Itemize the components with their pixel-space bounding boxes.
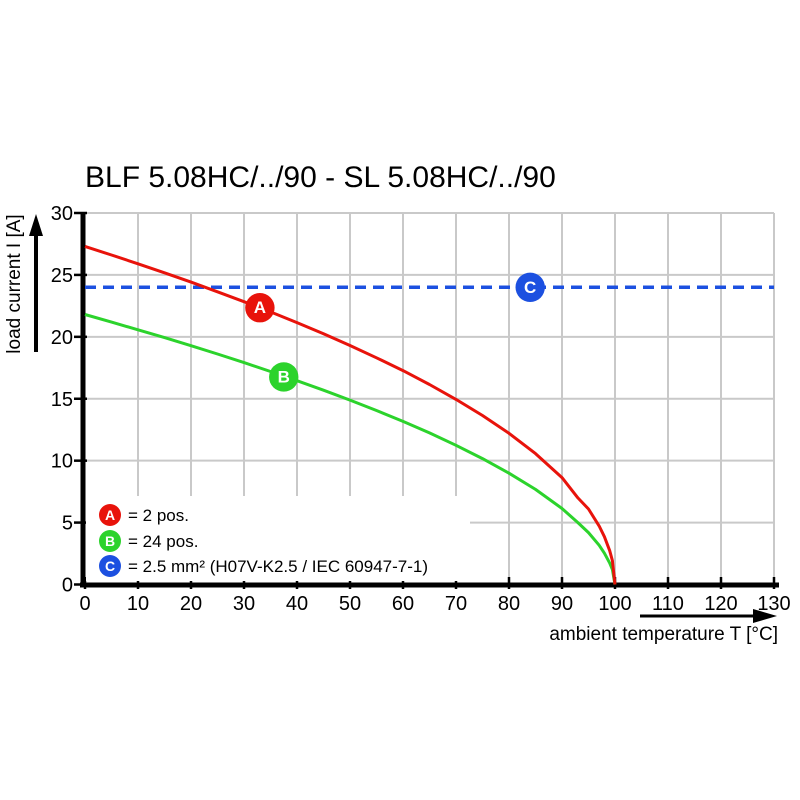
legend-badge-a-icon: [99, 504, 121, 526]
x-tick-label: 130: [757, 593, 790, 615]
y-axis-title-group: load current I [A]: [4, 214, 43, 354]
legend-item-b: B = 24 pos.: [99, 530, 198, 552]
x-tick-label: 70: [445, 593, 467, 615]
legend-badge-b-letter: B: [105, 533, 115, 549]
x-tick-label: 0: [79, 593, 90, 615]
marker-b-letter: B: [278, 367, 290, 386]
legend-label-a: = 2 pos.: [128, 506, 189, 525]
curve-b: [84, 313, 617, 585]
y-tick-label: 25: [51, 265, 73, 287]
marker-c-badge: [515, 272, 545, 302]
legend-badge-c-icon: [99, 555, 121, 577]
x-tick-label: 60: [392, 593, 414, 615]
x-tick-label: 50: [339, 593, 361, 615]
y-tick-label: 15: [51, 389, 73, 411]
x-tick-label: 40: [286, 593, 308, 615]
ticks-layer: 0 10 20 30 40 50 60 70 80 90 100 110 120 130 0 5 10 15 20 2…: [51, 203, 791, 615]
y-tick-label: 0: [62, 575, 73, 597]
curve-a: [84, 244, 617, 585]
legend-item-c: C = 2.5 mm² (H07V-K2.5 / IEC 60947-7-1): [99, 555, 428, 577]
x-tick-label: 20: [180, 593, 202, 615]
x-axis-arrowhead-icon: [753, 609, 777, 623]
marker-b-badge: [269, 362, 299, 392]
marker-a-badge: [245, 293, 275, 323]
legend-badge-c-letter: C: [105, 558, 115, 574]
legend-label-c: = 2.5 mm² (H07V-K2.5 / IEC 60947-7-1): [128, 557, 428, 576]
y-tick-label: 20: [51, 327, 73, 349]
series-layer: [84, 244, 774, 585]
y-axis-arrowhead-icon: [29, 214, 43, 236]
marker-a-letter: A: [254, 298, 266, 317]
x-tick-label: 100: [598, 593, 631, 615]
y-axis-title: load current I [A]: [4, 214, 25, 353]
legend-background: [86, 496, 470, 581]
y-tick-label: 30: [51, 203, 73, 225]
x-tick-label: 90: [551, 593, 573, 615]
x-tick-label: 30: [233, 593, 255, 615]
legend-item-a: A = 2 pos.: [99, 504, 189, 526]
y-tick-label: 5: [62, 513, 73, 535]
legend-badge-b-icon: [99, 530, 121, 552]
chart-title: BLF 5.08HC/../90 - SL 5.08HC/../90: [85, 161, 556, 194]
x-axis-title-group: ambient temperature T [°C]: [549, 609, 778, 645]
markers-layer: A B C: [245, 272, 545, 392]
legend: A = 2 pos. B = 24 pos. C = 2.5 mm² (H07V…: [86, 496, 470, 581]
x-tick-label: 110: [652, 593, 684, 615]
marker-c-letter: C: [524, 278, 536, 297]
y-tick-label: 10: [51, 451, 73, 473]
x-axis-title: ambient temperature T [°C]: [549, 624, 778, 645]
x-tick-label: 10: [127, 593, 149, 615]
legend-badge-a-letter: A: [105, 507, 115, 523]
x-tick-label: 80: [498, 593, 520, 615]
legend-label-b: = 24 pos.: [128, 532, 198, 551]
x-tick-label: 120: [704, 593, 737, 615]
